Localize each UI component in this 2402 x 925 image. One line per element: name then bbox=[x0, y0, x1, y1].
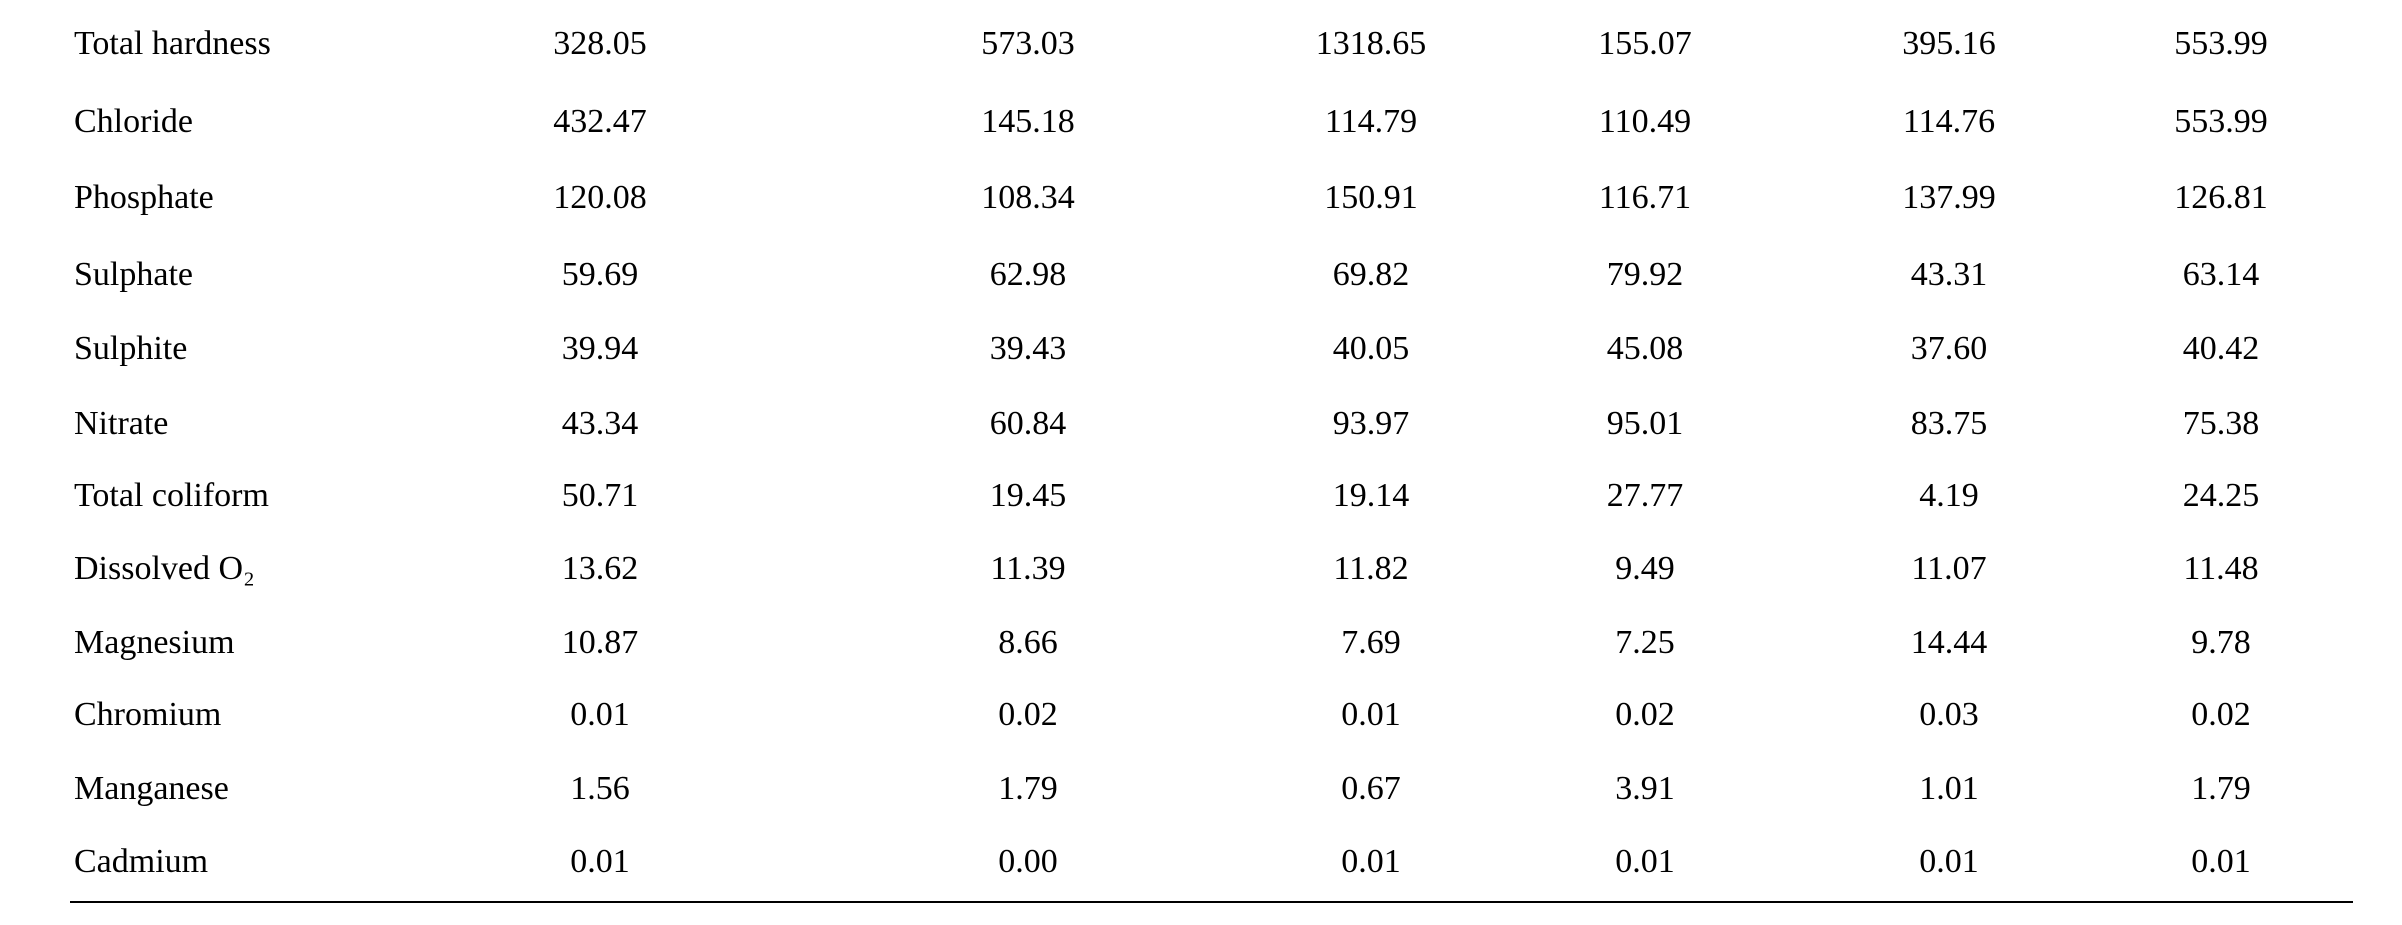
cell-value: 145.18 bbox=[981, 103, 1075, 140]
cell-value: 79.92 bbox=[1607, 256, 1684, 293]
row-label: Manganese bbox=[74, 770, 229, 807]
cell-value: 63.14 bbox=[2183, 256, 2260, 293]
cell-value: 11.39 bbox=[990, 550, 1065, 587]
cell-value: 0.67 bbox=[1341, 770, 1401, 807]
cell-value: 24.25 bbox=[2183, 477, 2260, 514]
cell-value: 1.79 bbox=[998, 770, 1058, 807]
cell-value: 93.97 bbox=[1333, 405, 1410, 442]
cell-value: 3.91 bbox=[1615, 770, 1675, 807]
cell-value: 59.69 bbox=[562, 256, 639, 293]
cell-value: 328.05 bbox=[553, 25, 647, 62]
cell-value: 45.08 bbox=[1607, 330, 1684, 367]
row-label: Phosphate bbox=[74, 179, 214, 216]
row-label: Magnesium bbox=[74, 624, 235, 661]
cell-value: 108.34 bbox=[981, 179, 1075, 216]
cell-value: 75.38 bbox=[2183, 405, 2260, 442]
cell-value: 62.98 bbox=[990, 256, 1067, 293]
cell-value: 150.91 bbox=[1324, 179, 1418, 216]
row-label: Total coliform bbox=[74, 477, 269, 514]
cell-value: 0.02 bbox=[2191, 696, 2251, 733]
cell-value: 7.69 bbox=[1341, 624, 1401, 661]
cell-value: 120.08 bbox=[553, 179, 647, 216]
row-label: Nitrate bbox=[74, 405, 168, 442]
cell-value: 0.01 bbox=[2191, 843, 2251, 880]
cell-value: 553.99 bbox=[2174, 103, 2268, 140]
cell-value: 1.79 bbox=[2191, 770, 2251, 807]
cell-value: 13.62 bbox=[562, 550, 639, 587]
cell-value: 1318.65 bbox=[1316, 25, 1427, 62]
cell-value: 50.71 bbox=[562, 477, 639, 514]
row-label: Sulphate bbox=[74, 256, 193, 293]
cell-value: 11.07 bbox=[1911, 550, 1986, 587]
cell-value: 110.49 bbox=[1599, 103, 1691, 140]
cell-value: 114.79 bbox=[1325, 103, 1417, 140]
cell-value: 7.25 bbox=[1615, 624, 1675, 661]
row-label: Sulphite bbox=[74, 330, 187, 367]
cell-value: 137.99 bbox=[1902, 179, 1996, 216]
cell-value: 155.07 bbox=[1598, 25, 1692, 62]
cell-value: 39.43 bbox=[990, 330, 1067, 367]
row-label: Chromium bbox=[74, 696, 221, 733]
cell-value: 40.42 bbox=[2183, 330, 2260, 367]
cell-value: 60.84 bbox=[990, 405, 1067, 442]
row-label: Dissolved O₂ bbox=[74, 550, 255, 587]
cell-value: 4.19 bbox=[1919, 477, 1979, 514]
cell-value: 39.94 bbox=[562, 330, 639, 367]
cell-value: 8.66 bbox=[998, 624, 1058, 661]
cell-value: 432.47 bbox=[553, 103, 647, 140]
cell-value: 0.01 bbox=[570, 843, 630, 880]
cell-value: 0.00 bbox=[998, 843, 1058, 880]
cell-value: 9.78 bbox=[2191, 624, 2251, 661]
cell-value: 19.45 bbox=[990, 477, 1067, 514]
cell-value: 43.31 bbox=[1911, 256, 1988, 293]
cell-value: 126.81 bbox=[2174, 179, 2268, 216]
row-label: Cadmium bbox=[74, 843, 208, 880]
cell-value: 19.14 bbox=[1333, 477, 1410, 514]
cell-value: 1.56 bbox=[570, 770, 630, 807]
cell-value: 11.48 bbox=[2183, 550, 2258, 587]
cell-value: 27.77 bbox=[1607, 477, 1684, 514]
cell-value: 0.03 bbox=[1919, 696, 1979, 733]
cell-value: 0.01 bbox=[1341, 843, 1401, 880]
cell-value: 0.01 bbox=[1341, 696, 1401, 733]
row-label: Total hardness bbox=[74, 25, 271, 62]
row-label: Chloride bbox=[74, 103, 193, 140]
cell-value: 0.02 bbox=[1615, 696, 1675, 733]
cell-value: 395.16 bbox=[1902, 25, 1996, 62]
cell-value: 553.99 bbox=[2174, 25, 2268, 62]
cell-value: 573.03 bbox=[981, 25, 1075, 62]
cell-value: 43.34 bbox=[562, 405, 639, 442]
cell-value: 14.44 bbox=[1911, 624, 1988, 661]
cell-value: 0.01 bbox=[570, 696, 630, 733]
cell-value: 0.02 bbox=[998, 696, 1058, 733]
cell-value: 116.71 bbox=[1599, 179, 1691, 216]
cell-value: 114.76 bbox=[1903, 103, 1995, 140]
cell-value: 1.01 bbox=[1919, 770, 1979, 807]
cell-value: 0.01 bbox=[1919, 843, 1979, 880]
cell-value: 83.75 bbox=[1911, 405, 1988, 442]
cell-value: 37.60 bbox=[1911, 330, 1988, 367]
cell-value: 0.01 bbox=[1615, 843, 1675, 880]
cell-value: 9.49 bbox=[1615, 550, 1675, 587]
cell-value: 11.82 bbox=[1333, 550, 1408, 587]
cell-value: 10.87 bbox=[562, 624, 639, 661]
cell-value: 69.82 bbox=[1333, 256, 1410, 293]
cell-value: 40.05 bbox=[1333, 330, 1410, 367]
cell-value: 95.01 bbox=[1607, 405, 1684, 442]
